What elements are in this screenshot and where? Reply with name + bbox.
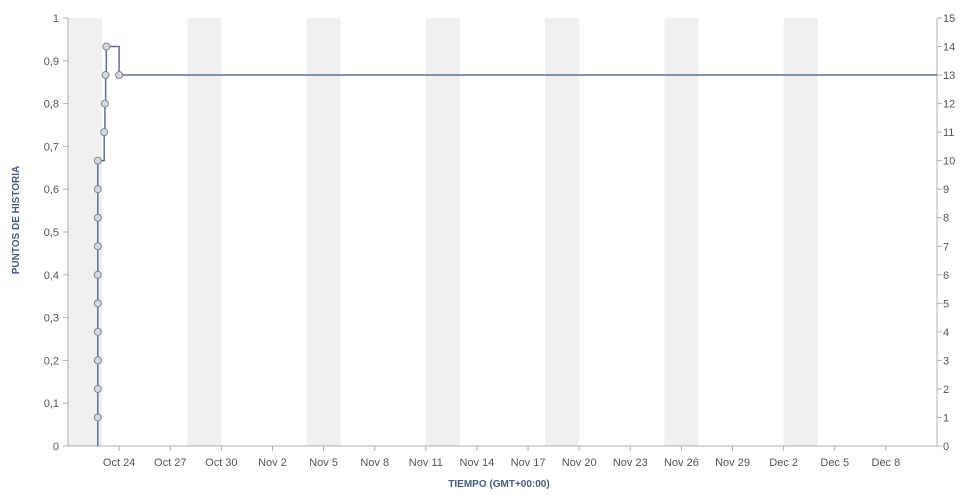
- data-point: [93, 156, 102, 165]
- y-right-tick-label: 10: [943, 156, 955, 168]
- y-tick-label: 1: [53, 13, 59, 25]
- y-tick-label: 0,2: [44, 355, 59, 367]
- y-right-tick-label: 2: [943, 384, 949, 396]
- x-tick-label: Dec 2: [769, 457, 798, 469]
- y-tick-label: 0,6: [44, 184, 59, 196]
- y-right-tick-label: 12: [943, 99, 955, 111]
- data-point: [100, 99, 109, 108]
- y-right-tick-label: 11: [943, 127, 954, 139]
- y-tick-label: 0,7: [44, 141, 59, 153]
- x-tick-label: Dec 5: [820, 457, 849, 469]
- weekend-band: [783, 18, 818, 446]
- y-tick-label: 0,1: [44, 398, 59, 410]
- series-markers: [93, 42, 124, 422]
- y-right-tick-label: 0: [943, 441, 949, 453]
- x-tick-label: Nov 17: [511, 457, 546, 469]
- y-tick-label: 0,4: [44, 270, 59, 282]
- weekend-band: [664, 18, 699, 446]
- weekend-band: [545, 18, 580, 446]
- weekend-band: [425, 18, 460, 446]
- y-tick-label: 0,3: [44, 313, 59, 325]
- y-right-tick-label: 8: [943, 213, 949, 225]
- data-point: [101, 71, 110, 80]
- data-point: [100, 128, 109, 137]
- weekend-band: [187, 18, 222, 446]
- y-tick-label: 0: [53, 441, 59, 453]
- y-right-tick-label: 6: [943, 270, 949, 282]
- y-right-tick-label: 13: [943, 70, 955, 82]
- y-right-tick-label: 5: [943, 298, 949, 310]
- x-tick-label: Nov 29: [715, 457, 750, 469]
- x-tick-label: Oct 27: [154, 457, 186, 469]
- y-tick-label: 0,5: [44, 227, 59, 239]
- data-point: [115, 71, 124, 80]
- data-point: [93, 327, 102, 336]
- y-tick-label: 0,8: [44, 99, 59, 111]
- data-point: [102, 42, 111, 51]
- y-axis-title: PUNTOS DE HISTORIA: [11, 166, 22, 275]
- data-point: [93, 213, 102, 222]
- y-right-tick-label: 15: [943, 13, 955, 25]
- x-tick-label: Oct 30: [205, 457, 237, 469]
- x-tick-label: Nov 26: [664, 457, 699, 469]
- x-tick-label: Nov 14: [460, 457, 495, 469]
- x-tick-label: Dec 8: [872, 457, 901, 469]
- data-point: [93, 413, 102, 422]
- y-right-tick-label: 14: [943, 42, 955, 54]
- y-tick-label: 0,9: [44, 56, 59, 68]
- data-point: [93, 270, 102, 279]
- x-tick-label: Nov 8: [360, 457, 389, 469]
- data-point: [93, 185, 102, 194]
- x-tick-label: Nov 5: [309, 457, 338, 469]
- x-axis-title: TIEMPO (GMT+00:00): [448, 479, 549, 490]
- data-point: [93, 384, 102, 393]
- y-axis-left-ticks: 0 0,1 0,2 0,3 0,4 0,5 0,6 0,7 0,8 0,9 1: [44, 13, 68, 453]
- x-axis-ticks: Oct 24 Oct 27 Oct 30 Nov 2 Nov 5 Nov 8 Nov 11 N…: [103, 446, 900, 469]
- weekend-bands: [68, 18, 818, 446]
- data-point: [93, 299, 102, 308]
- y-right-tick-label: 1: [943, 412, 949, 424]
- data-point: [93, 356, 102, 365]
- y-right-tick-label: 9: [943, 184, 949, 196]
- x-tick-label: Oct 24: [103, 457, 135, 469]
- x-tick-label: Nov 20: [562, 457, 597, 469]
- x-tick-label: Nov 23: [613, 457, 648, 469]
- x-tick-label: Nov 2: [258, 457, 287, 469]
- weekend-band: [68, 18, 103, 446]
- weekend-band: [306, 18, 341, 446]
- y-right-tick-label: 4: [943, 327, 949, 339]
- y-right-tick-label: 7: [943, 241, 949, 253]
- x-tick-label: Nov 11: [409, 457, 443, 469]
- data-point: [93, 242, 102, 251]
- y-right-tick-label: 3: [943, 355, 949, 367]
